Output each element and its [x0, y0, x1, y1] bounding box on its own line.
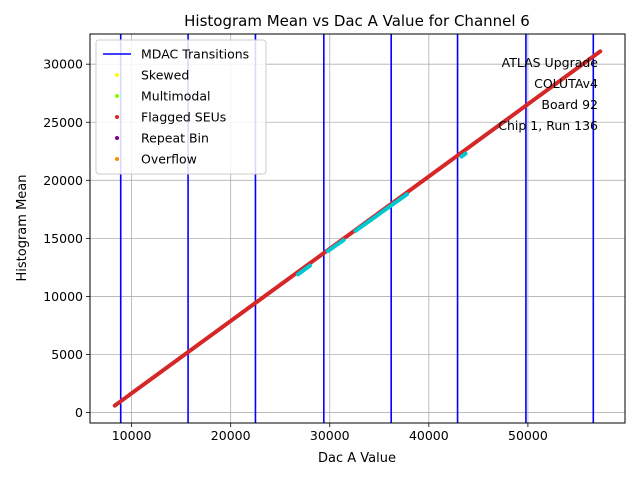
x-tick-label: 30000 — [310, 428, 350, 443]
annotation-line: COLUTAv4 — [534, 76, 598, 91]
run-annotation: ATLAS Upgrade COLUTAv4 Board 92 Chip 1, Run… — [498, 55, 598, 133]
y-tick-label: 0 — [75, 405, 83, 420]
chart-title: Histogram Mean vs Dac A Value for Channe… — [184, 12, 530, 30]
y-tick-label: 25000 — [43, 115, 83, 130]
y-axis-label: Histogram Mean — [15, 175, 30, 282]
annotation-line: ATLAS Upgrade — [502, 55, 599, 70]
highlighted-points — [296, 263, 312, 277]
legend-label: Multimodal — [141, 89, 210, 104]
legend: MDAC Transitions Skewed Multimodal Flagged … — [95, 39, 267, 175]
data-points — [112, 49, 603, 408]
highlighted-points — [459, 151, 468, 159]
legend-swatch — [115, 157, 119, 161]
plot-frame — [89, 33, 626, 424]
y-tick-label: 30000 — [43, 57, 83, 72]
y-axis-ticks: 0 5000 10000 15000 20000 25000 30000 — [43, 57, 90, 420]
legend-label: Skewed — [141, 68, 189, 83]
y-tick-label: 10000 — [43, 289, 83, 304]
y-tick-label: 5000 — [51, 347, 83, 362]
highlighted-points — [325, 238, 346, 254]
x-axis-label: Dac A Value — [318, 451, 396, 466]
legend-label: Flagged SEUs — [141, 110, 226, 125]
legend-swatch — [115, 115, 119, 119]
legend-swatch — [115, 136, 119, 140]
legend-swatch — [115, 73, 119, 77]
x-tick-label: 50000 — [508, 428, 548, 443]
y-tick-label: 15000 — [43, 231, 83, 246]
annotation-line: Board 92 — [541, 97, 598, 112]
legend-label: MDAC Transitions — [141, 47, 249, 62]
legend-label: Overflow — [141, 152, 197, 167]
legend-label: Repeat Bin — [141, 131, 209, 146]
x-tick-label: 10000 — [112, 428, 152, 443]
x-tick-label: 40000 — [409, 428, 449, 443]
legend-swatch — [115, 94, 119, 98]
y-tick-label: 20000 — [43, 173, 83, 188]
legend-box — [95, 39, 267, 175]
highlighted-points — [353, 192, 410, 233]
annotation-line: Chip 1, Run 136 — [498, 118, 598, 133]
x-axis-ticks: 10000 20000 30000 40000 50000 — [112, 423, 548, 443]
x-tick-label: 20000 — [211, 428, 251, 443]
